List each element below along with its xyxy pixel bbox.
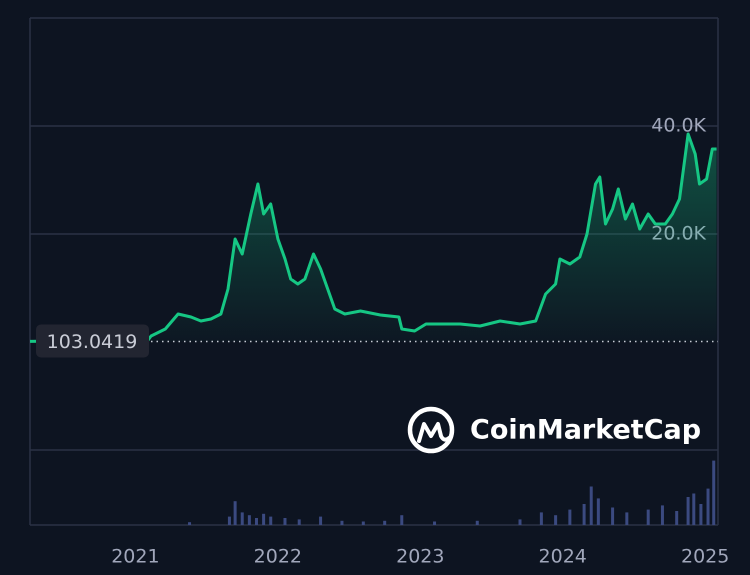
volume-bar bbox=[675, 511, 679, 525]
volume-bar bbox=[518, 519, 522, 525]
volume-bar bbox=[283, 518, 287, 525]
volume-bar bbox=[269, 516, 273, 525]
volume-bar bbox=[554, 515, 558, 525]
volume-bar bbox=[475, 520, 479, 525]
volume-bar bbox=[233, 501, 237, 525]
reference-label-box bbox=[36, 324, 149, 358]
x-tick-label: 2023 bbox=[396, 546, 444, 568]
volume-bar bbox=[400, 515, 404, 525]
volume-bar bbox=[227, 516, 231, 525]
volume-bar bbox=[254, 518, 258, 525]
volume-bar bbox=[582, 504, 586, 525]
volume-bar bbox=[699, 504, 703, 525]
volume-bar bbox=[712, 460, 716, 525]
volume-bar bbox=[706, 488, 710, 525]
y-tick-label: 40.0K bbox=[651, 115, 706, 137]
volume-bar bbox=[660, 505, 664, 525]
volume-bar bbox=[240, 512, 244, 525]
volume-bar bbox=[625, 512, 629, 525]
volume-bar bbox=[611, 507, 615, 525]
volume-bar bbox=[188, 522, 192, 525]
volume-bar bbox=[589, 486, 593, 525]
volume-bar bbox=[646, 509, 650, 525]
volume-bar bbox=[539, 512, 543, 525]
volume-bar bbox=[433, 521, 437, 525]
volume-bar bbox=[340, 520, 344, 525]
reference-label: 103.0419 bbox=[47, 331, 138, 353]
volume-bar bbox=[361, 521, 365, 525]
volume-bar bbox=[568, 509, 572, 525]
volume-bar bbox=[596, 498, 600, 525]
volume-bar bbox=[383, 520, 387, 525]
price-line bbox=[29, 132, 717, 343]
price-area bbox=[30, 134, 717, 342]
x-tick-label: 2024 bbox=[539, 546, 587, 568]
volume-bar bbox=[319, 516, 323, 525]
volume-bar bbox=[297, 519, 301, 525]
volume-bar bbox=[692, 493, 696, 525]
frame bbox=[29, 17, 719, 526]
x-tick-label: 2025 bbox=[681, 546, 729, 568]
volume-bar bbox=[686, 497, 690, 525]
volume-bar bbox=[262, 513, 266, 525]
x-tick-label: 2022 bbox=[254, 546, 302, 568]
watermark: CoinMarketCap bbox=[407, 406, 701, 454]
x-tick-label: 2021 bbox=[111, 546, 159, 568]
watermark-text: CoinMarketCap bbox=[470, 415, 701, 446]
volume-bar bbox=[247, 515, 251, 525]
